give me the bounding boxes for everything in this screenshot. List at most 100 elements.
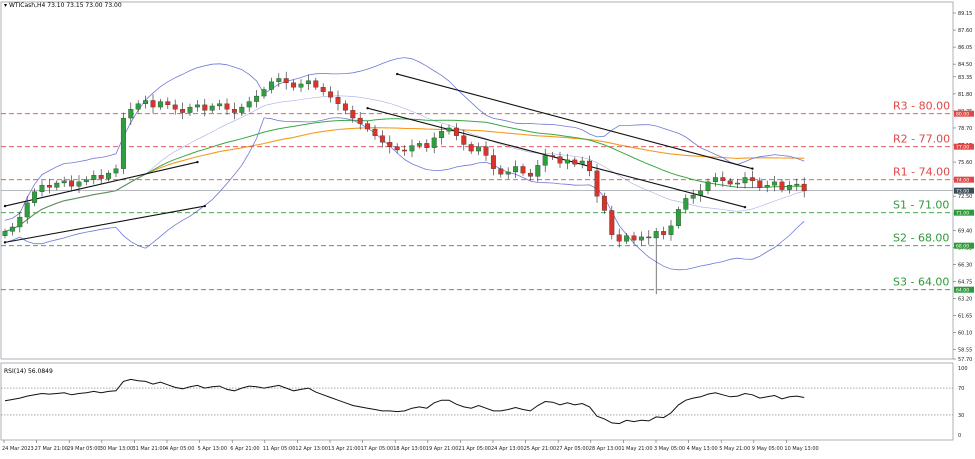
x-tick-label: 27 Apr 05:00 [556, 446, 589, 452]
trendline-descending-channel-upper [397, 73, 753, 170]
y-tick-label: 86.05 [958, 45, 972, 51]
x-tick-label: 24 Mar 2023 [2, 446, 34, 452]
candle-body [17, 216, 23, 228]
candle-body [587, 160, 593, 172]
current-price-tag-bg [954, 187, 974, 194]
candle-body [727, 180, 733, 185]
x-tick-label: 10 May 13:00 [784, 446, 818, 452]
candle-body [83, 179, 89, 183]
trendline-anchor [366, 106, 369, 110]
candle-body [638, 236, 644, 241]
candle-body [520, 166, 526, 174]
x-tick-label: 24 Apr 13:00 [491, 446, 524, 452]
level-price-tag-bg [954, 110, 974, 117]
candle-body [476, 146, 482, 152]
level-price-tag-text: 64.00 [956, 288, 969, 294]
candle-body [298, 83, 304, 88]
candle-body [394, 146, 400, 151]
y-tick-label: 87.60 [958, 28, 972, 34]
candle-body [424, 143, 430, 148]
candle-body [749, 177, 755, 181]
candle-body [357, 117, 363, 124]
x-tick-label: 5 Apr 13:00 [198, 446, 227, 452]
candle-body [609, 210, 615, 235]
candle-body [690, 194, 696, 199]
x-tick-label: 11 Apr 05:00 [263, 446, 296, 452]
rsi-line [4, 378, 805, 425]
candle-body [165, 101, 171, 106]
rsi-tick-label: 70 [958, 386, 964, 392]
ohlc-label: 73.10 73.15 73.00 73.00 [47, 2, 122, 9]
rsi-label: RSI(14) 56.0849 [4, 368, 53, 375]
chart-header: ▾ WTICash,H4 73.10 73.15 73.00 73.00 [4, 2, 122, 9]
candle-body [54, 182, 60, 188]
x-tick-label: 19 Apr 21:00 [426, 446, 459, 452]
x-tick-label: 9 May 05:00 [752, 446, 783, 452]
level-price-tag-bg [954, 209, 974, 216]
x-tick-label: 13 Apr 21:00 [328, 446, 361, 452]
candle-body [409, 145, 415, 152]
candle-body [76, 181, 82, 187]
candle-body [439, 131, 445, 139]
candle-body [653, 231, 659, 239]
trendline-anchor [196, 160, 199, 164]
candle-body [224, 103, 230, 110]
header-arrow-icon: ▾ [4, 2, 8, 9]
level-price-tag-bg [954, 143, 974, 150]
candle-body [113, 168, 119, 174]
candle-body [579, 160, 585, 165]
candle-body [2, 231, 8, 236]
rsi-tick-label: 100 [958, 366, 968, 372]
candle-body [557, 156, 563, 164]
y-tick-label: 89.15 [958, 11, 972, 17]
level-price-tag-text: 80.00 [956, 112, 969, 118]
candle-body [239, 106, 245, 113]
symbol-label: WTICash,H4 [8, 2, 46, 9]
trendline-ascending-channel-lower [4, 205, 205, 243]
candle-body [32, 191, 38, 203]
candle-body [683, 198, 689, 210]
rsi-plot-frame [0, 362, 954, 441]
y-tick-label: 84.50 [958, 62, 972, 68]
y-tick-label: 66.30 [958, 262, 972, 268]
y-tick-label: 57.70 [958, 357, 972, 363]
candle-body [764, 185, 770, 188]
candle-body [668, 225, 674, 235]
x-tick-label: 28 Apr 13:00 [589, 446, 622, 452]
candle-body [128, 109, 134, 119]
candle-body [172, 104, 178, 110]
candle-body [461, 135, 467, 145]
x-tick-label: 3 May 05:00 [654, 446, 685, 452]
candle-body [120, 117, 126, 169]
candle-body [624, 235, 630, 242]
candle-body [313, 80, 319, 88]
trendline-anchor [203, 204, 206, 208]
candle-body [335, 97, 341, 104]
candle-body [513, 166, 519, 173]
candle-body [542, 155, 548, 166]
y-tick-label: 61.65 [958, 314, 972, 320]
y-tick-label: 83.35 [958, 75, 972, 81]
candle-body [772, 181, 778, 186]
level-price-tag-text: 68.00 [956, 244, 969, 250]
y-tick-label: 78.70 [958, 126, 972, 132]
candle-body [483, 146, 489, 156]
x-tick-label: 25 Apr 21:00 [524, 446, 557, 452]
candle-body [712, 177, 718, 183]
candle-body [9, 226, 15, 232]
x-tick-label: 18 Apr 13:00 [393, 446, 426, 452]
trendline-anchor [3, 241, 7, 244]
candle-body [631, 235, 637, 241]
candle-body [505, 171, 511, 175]
candle-body [69, 180, 75, 187]
level-price-tag-text: 71.00 [956, 211, 969, 217]
candle-body [453, 127, 459, 136]
y-tick-label: 58.55 [958, 348, 972, 354]
x-tick-label: 12 Apr 13:00 [295, 446, 328, 452]
candle-body [231, 109, 237, 113]
rsi-tick-label: 0 [958, 433, 961, 439]
candle-body [742, 177, 748, 184]
level-label-resistance: R2 - 77.00 [893, 133, 950, 146]
level-price-tag-text: 77.00 [956, 145, 969, 151]
